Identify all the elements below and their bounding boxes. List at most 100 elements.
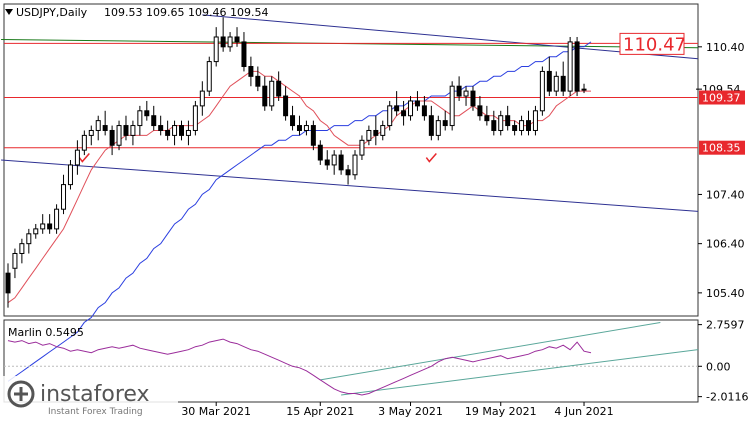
- candle-bear: [546, 70, 552, 92]
- candle: [262, 76, 268, 111]
- candle: [463, 86, 469, 106]
- candle-bear: [456, 85, 462, 97]
- candle: [19, 238, 25, 264]
- candle-bull: [74, 149, 80, 166]
- candle: [179, 120, 184, 141]
- candle: [47, 214, 53, 234]
- candle: [192, 100, 198, 136]
- x-tick-label: 30 Mar 2021: [181, 405, 251, 418]
- candle: [5, 263, 11, 308]
- candle-bull: [12, 252, 18, 269]
- candle-bull: [227, 36, 233, 48]
- candle: [567, 36, 573, 97]
- candle-bear: [421, 105, 427, 117]
- candle-bear: [394, 105, 400, 112]
- indicator-y-tick-label: -2.0116: [706, 391, 748, 404]
- candle: [40, 214, 46, 234]
- candle: [81, 130, 87, 156]
- candle: [220, 17, 226, 52]
- candle: [255, 66, 261, 92]
- candle: [283, 86, 289, 121]
- candle-bull: [567, 41, 573, 92]
- candle-bull: [116, 125, 122, 146]
- level-tag: [699, 140, 745, 155]
- candle-bull: [408, 100, 414, 117]
- candle: [310, 120, 316, 151]
- candle-bear: [255, 75, 261, 87]
- candle-bear: [526, 120, 531, 131]
- candle-bull: [213, 36, 219, 63]
- candle-bear: [338, 154, 344, 171]
- candle: [491, 110, 497, 136]
- candle-bull: [67, 164, 73, 186]
- candle-bull: [331, 154, 337, 166]
- candle-bear: [179, 125, 184, 136]
- candle: [199, 81, 205, 116]
- indicator-lower-channel: [341, 349, 699, 396]
- candle: [387, 100, 393, 131]
- candle: [165, 120, 171, 141]
- candle: [484, 105, 490, 126]
- candle-bull: [81, 134, 87, 151]
- candle: [456, 76, 462, 101]
- candle-bear: [310, 125, 316, 146]
- candle-bear: [283, 95, 289, 117]
- candle-bear: [165, 129, 171, 136]
- indicator-label: Marlin 0.5495: [8, 326, 84, 339]
- candle: [380, 120, 386, 141]
- candle: [477, 96, 483, 121]
- menu-triangle-icon[interactable]: [5, 9, 13, 15]
- candle: [109, 125, 115, 156]
- candle-bull: [130, 125, 136, 136]
- candle-bull: [463, 90, 469, 97]
- candle-bull: [199, 90, 205, 107]
- candle: [366, 125, 372, 146]
- candle: [345, 164, 351, 185]
- candle: [61, 174, 67, 215]
- candle-bull: [519, 120, 525, 131]
- candle: [137, 105, 143, 136]
- y-tick-label: 107.40: [706, 188, 745, 201]
- candle: [414, 91, 420, 111]
- candle-bear: [241, 41, 247, 68]
- candle-bull: [137, 110, 143, 127]
- candle: [428, 105, 434, 141]
- candle-bear: [102, 125, 108, 131]
- candle-bear: [151, 115, 157, 127]
- candle-bull: [54, 208, 60, 230]
- candle: [102, 110, 108, 136]
- candle-bull: [185, 129, 191, 136]
- candle-bull: [95, 120, 101, 131]
- candle-bull: [206, 61, 212, 92]
- candle: [421, 96, 427, 121]
- candle: [296, 115, 302, 136]
- candle-bull: [380, 125, 386, 136]
- candle: [276, 71, 282, 101]
- candle: [206, 56, 212, 97]
- candle-bear: [248, 66, 254, 77]
- candle-bull: [539, 70, 545, 112]
- candle: [185, 120, 191, 146]
- candle: [574, 36, 580, 97]
- candle: [512, 120, 518, 136]
- candle-bear: [401, 110, 407, 117]
- ohlc-values: 109.53 109.65 109.46 109.54: [104, 6, 268, 19]
- level-tag: [699, 90, 745, 105]
- candle-bull: [581, 88, 587, 91]
- candle-bull: [19, 243, 25, 254]
- candle-bull: [449, 85, 455, 127]
- candle-bear: [47, 223, 53, 230]
- candle-bull: [33, 228, 39, 235]
- candle-bear: [428, 115, 434, 136]
- candle-bull: [498, 115, 504, 131]
- candle: [338, 150, 344, 175]
- candle-bear: [560, 75, 566, 92]
- candle-bear: [158, 125, 164, 131]
- indicator-upper-channel: [320, 322, 661, 381]
- candle: [95, 115, 101, 141]
- candle: [359, 135, 365, 160]
- candle-bear: [144, 110, 150, 117]
- level-box: [619, 32, 685, 55]
